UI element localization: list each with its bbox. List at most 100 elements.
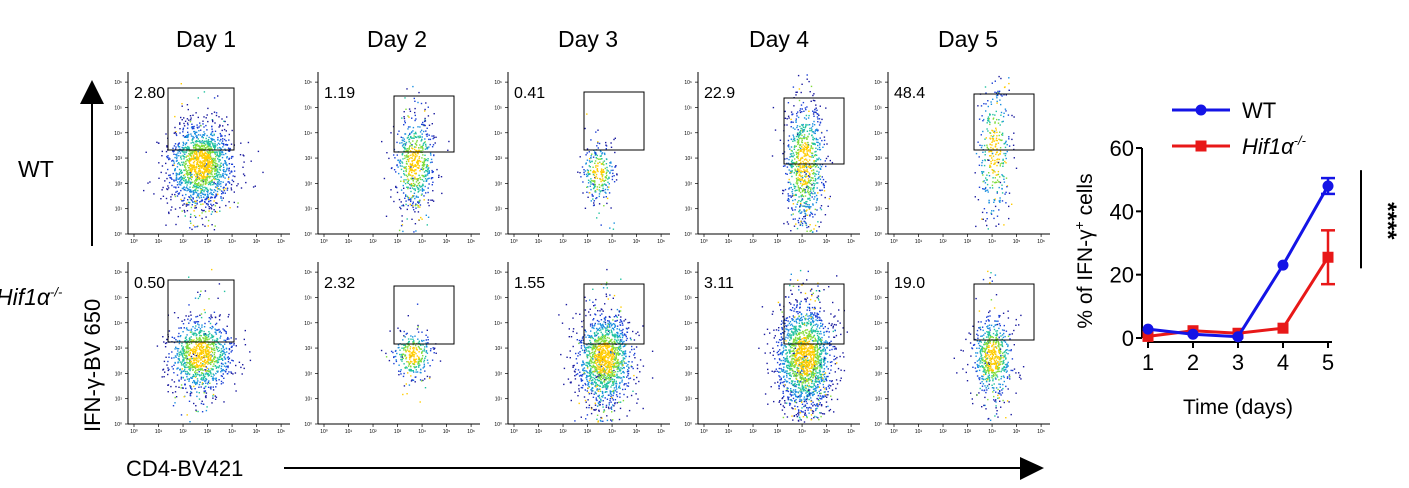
- gate-percentage: 0.41: [514, 85, 545, 102]
- row-label-hif-text: Hif1α: [0, 284, 51, 310]
- x-tick-label: 10⁴: [418, 429, 426, 435]
- flow-panel-r2-c1: 10⁰ 10⁰ 10¹ 10¹ 10² 10² 10³ 10³ 10⁴ 10⁴ 10⁵ 10⁵ 10⁶ 1…: [114, 262, 290, 435]
- y-tick-label: 10⁶: [114, 80, 122, 86]
- y-tick-label: 10³: [685, 156, 693, 162]
- flow-panel-r2-c4: 10⁰ 10⁰ 10¹ 10¹ 10² 10² 10³ 10³ 10⁴ 10⁴ 10⁵ 10⁵ 10⁶ 1…: [684, 262, 860, 435]
- y-tick-label: 10⁶: [684, 80, 692, 86]
- y-tick-label: 10⁰: [304, 232, 312, 238]
- row-label-hif: Hif1α-/-: [0, 284, 62, 311]
- y-tick-label: 10²: [495, 371, 503, 377]
- gate-box: [583, 283, 645, 345]
- x-tick-label: 10⁰: [320, 429, 328, 435]
- y-tick-label: 10⁵: [114, 105, 122, 111]
- x-tick-label: 10³: [394, 429, 402, 435]
- y-tick-label: 10⁰: [304, 422, 312, 428]
- y-tick-label: 10¹: [305, 207, 313, 213]
- x-tick-label: 10⁵: [443, 239, 451, 245]
- y-tick-label: 10²: [305, 371, 313, 377]
- x-tick-label: 10¹: [155, 239, 163, 245]
- gate-box: [783, 283, 845, 345]
- x-tick-label: 10⁰: [320, 239, 328, 245]
- x-axis-arrow-head: [1020, 457, 1044, 480]
- gate-percentage: 1.55: [514, 275, 545, 292]
- y-tick-label: 10⁶: [874, 80, 882, 86]
- y-tick-label: 10³: [305, 156, 313, 162]
- x-tick-label: 10⁴: [418, 239, 426, 245]
- y-tick-label: 10⁶: [684, 270, 692, 276]
- event-dots: [953, 270, 1025, 421]
- y-tick-label: 10⁵: [684, 295, 692, 301]
- x-tick-label: 10²: [749, 239, 757, 245]
- gate-percentage: 48.4: [894, 85, 925, 102]
- x-tick-label: 10³: [964, 429, 972, 435]
- flow-panel-r1-c5: 10⁰ 10⁰ 10¹ 10¹ 10² 10² 10³ 10³ 10⁴ 10⁴ 10⁵ 10⁵ 10⁶ 1…: [874, 72, 1050, 245]
- gate-box: [393, 285, 455, 345]
- y-tick-label: 10⁶: [304, 80, 312, 86]
- y-tick-label: 10⁶: [304, 270, 312, 276]
- legend-label: Hif1α-/-: [1242, 133, 1307, 159]
- x-tick-label: 10²: [179, 239, 187, 245]
- x-tick-label: 10⁶: [467, 239, 475, 245]
- data-point: [1232, 331, 1244, 343]
- x-tick-label: 10⁵: [823, 429, 831, 435]
- x-tick-label: 10⁵: [823, 239, 831, 245]
- y-tick-label: 10⁶: [874, 270, 882, 276]
- gate-percentage: 19.0: [894, 275, 925, 292]
- column-header-day-3: Day 3: [557, 26, 619, 52]
- y-tick-label: 10⁴: [684, 321, 692, 327]
- y-tick-label: 10⁰: [114, 422, 122, 428]
- ifng-timecourse-chart: 0 20 40 60 1 2 3 4 5 Time (days) % of IFN-γ+ cells…: [1071, 98, 1401, 419]
- column-header-day-2: Day 2: [366, 26, 428, 52]
- x-tick-label: 10²: [369, 429, 377, 435]
- x-tick-label: 10⁰: [510, 429, 518, 435]
- y-tick-label: 10³: [115, 346, 123, 352]
- y-tick-label: 10¹: [305, 397, 313, 403]
- data-point: [1322, 251, 1334, 263]
- y-tick-label: 10³: [495, 156, 503, 162]
- y-tick-label: 10⁶: [494, 80, 502, 86]
- x-tick-label: 10⁴: [798, 429, 806, 435]
- event-dots: [558, 268, 654, 423]
- flow-cytometry-grid: 10⁰ 10⁰ 10¹ 10¹ 10² 10² 10³ 10³ 10⁴ 10⁴ 10⁵ 10⁵ 10⁶ 1…: [80, 72, 1050, 480]
- y-tick-label: 10⁴: [494, 131, 502, 137]
- y-tick-label: 10⁵: [304, 105, 312, 111]
- x-tick-label: 10⁰: [130, 429, 138, 435]
- x-tick-label: 10⁴: [608, 429, 616, 435]
- y-tick-label: 10⁵: [494, 295, 502, 301]
- y-axis-arrow-head: [80, 80, 104, 104]
- event-dots: [758, 269, 848, 423]
- data-point: [1277, 259, 1289, 271]
- flow-panel-r2-c5: 10⁰ 10⁰ 10¹ 10¹ 10² 10² 10³ 10³ 10⁴ 10⁴ 10⁵ 10⁵ 10⁶ 1…: [874, 262, 1050, 435]
- y-tick-label: 10¹: [495, 397, 503, 403]
- y-tick-label: 10¹: [875, 207, 883, 213]
- x-tick-label: 10⁶: [1037, 429, 1045, 435]
- x-tick-label: 10³: [204, 429, 212, 435]
- x-tick-label: 10⁰: [890, 239, 898, 245]
- flow-panel-r2-c2: 10⁰ 10⁰ 10¹ 10¹ 10² 10² 10³ 10³ 10⁴ 10⁴ 10⁵ 10⁵ 10⁶ 1…: [304, 262, 480, 435]
- gate-percentage: 1.19: [324, 85, 355, 102]
- y-tick-label: 10³: [115, 156, 123, 162]
- x-tick-label: 10²: [179, 429, 187, 435]
- gate-percentage: 3.11: [704, 275, 734, 292]
- x-tick-label: 10³: [774, 429, 782, 435]
- data-point: [1142, 323, 1154, 335]
- event-dots: [380, 303, 442, 403]
- x-tick-label: 10¹: [535, 239, 543, 245]
- y-tick-label: 10²: [115, 371, 123, 377]
- gate-box: [973, 93, 1035, 151]
- x-tick-label: 10⁵: [253, 429, 261, 435]
- y-tick-label: 10⁴: [304, 321, 312, 327]
- column-header-day-5: Day 5: [937, 26, 999, 52]
- series-line: [1147, 185, 1330, 339]
- x-tick-label: 10¹: [535, 429, 543, 435]
- x-tick-label: 10³: [964, 239, 972, 245]
- legend: WT Hif1α-/-: [1172, 98, 1307, 159]
- x-tick-label: 10²: [369, 239, 377, 245]
- x-tick-label: 10³: [204, 239, 212, 245]
- y-tick-label: 10²: [685, 181, 693, 187]
- event-dots: [156, 268, 252, 423]
- data-point: [1187, 328, 1199, 340]
- x-tick-label: 10⁰: [700, 429, 708, 435]
- gate-box: [167, 279, 235, 343]
- y-tick-label: 40: [1110, 199, 1134, 224]
